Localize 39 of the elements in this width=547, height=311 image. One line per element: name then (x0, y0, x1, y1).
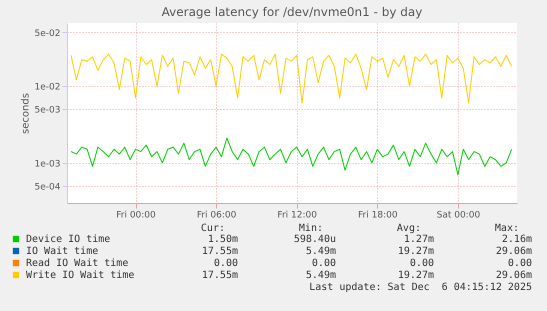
text: 1.50m (208, 234, 238, 245)
x-tick-label: Sat 00:00 (436, 210, 480, 220)
y-tick-label: 5e-02 (34, 28, 60, 39)
text: 0.00 (410, 258, 434, 269)
text: 19.27m (398, 270, 434, 281)
text: Max: (494, 223, 519, 234)
text: 29.06m (496, 246, 532, 257)
y-tick-label: 5e-04 (34, 182, 61, 192)
y-tick-label: 1e-02 (34, 82, 60, 92)
x-tick-label: Fri 18:00 (358, 210, 398, 220)
line-series (70, 54, 512, 104)
x-tick-label: Fri 06:00 (196, 210, 237, 220)
y-tick-label: 1e-03 (34, 159, 60, 170)
x-tick-label: Fri 00:00 (116, 210, 156, 220)
text: 598.40u (294, 234, 336, 245)
text: Avg: (396, 223, 421, 234)
line-series (70, 138, 512, 176)
text: 5.49m (306, 246, 336, 257)
text: 1.27m (404, 234, 434, 245)
text: 2.16m (502, 234, 532, 245)
text: 17.55m (202, 246, 238, 257)
text: Cur: (200, 223, 225, 234)
text: 0.00 (214, 258, 238, 269)
legend-label: IO Wait time (26, 246, 98, 257)
chart-title: Average latency for /dev/nvme0n1 - by day (162, 5, 422, 19)
text: 19.27m (398, 246, 434, 257)
text: 17.55m (202, 270, 238, 281)
text: 0.00 (508, 258, 532, 269)
text: Min: (298, 223, 323, 234)
legend-label: Read IO Wait time (26, 258, 128, 269)
text: 29.06m (496, 270, 532, 281)
legend-label: Write IO Wait time (26, 270, 134, 281)
legend-label: Device IO time (26, 234, 110, 245)
text: 0.00 (312, 258, 336, 269)
text: Last update: Sat Dec 6 04:15:12 2025 (309, 282, 532, 293)
y-axis-title: seconds (20, 93, 32, 134)
y-tick-label: 5e-03 (34, 106, 60, 116)
x-tick-label: Fri 12:00 (277, 210, 318, 220)
text: 5.49m (306, 270, 336, 281)
